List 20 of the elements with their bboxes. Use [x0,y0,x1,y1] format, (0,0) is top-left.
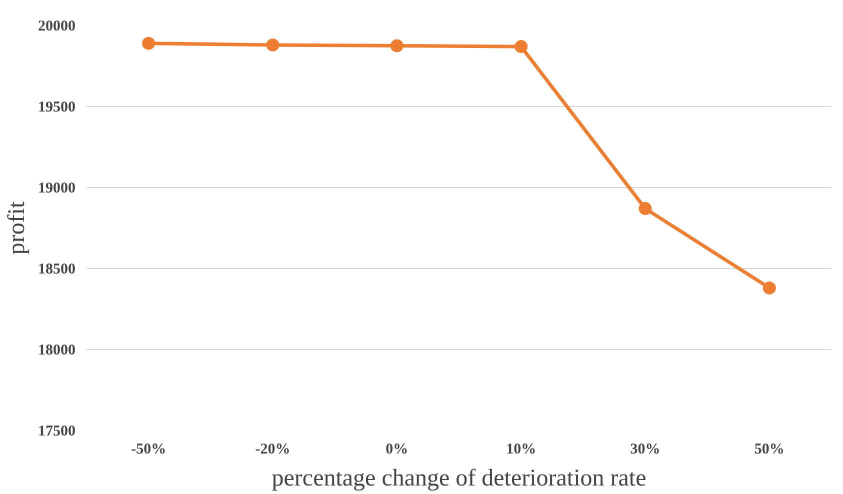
y-axis-title: profit [4,201,30,255]
x-tick-label: -20% [255,442,290,458]
point [390,39,404,52]
y-tick-label: 19500 [38,100,76,116]
point [266,38,280,52]
y-tick-label: 18500 [38,262,76,278]
x-tick-label: 10% [506,442,536,458]
point [638,202,652,216]
y-tick-label: 19000 [38,180,76,196]
x-axis-title: percentage change of deterioration rate [272,466,646,492]
y-tick-label: 18000 [38,342,76,358]
point [142,36,156,50]
x-tick-label: -50% [131,442,166,458]
x-tick-label: 30% [630,442,660,458]
y-tick-label: 17500 [38,424,76,440]
y-tick-label: 20000 [38,18,76,34]
point [762,281,776,294]
x-tick-label: 0% [386,442,408,458]
x-tick-label: 50% [754,442,784,458]
point [514,40,528,54]
